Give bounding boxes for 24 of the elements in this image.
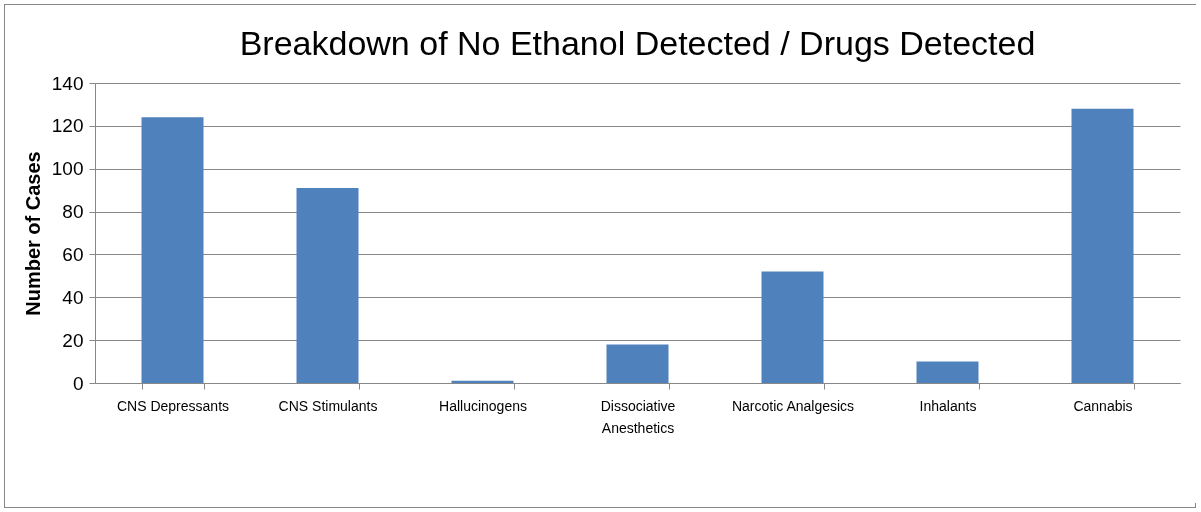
bar [1071, 108, 1134, 383]
x-tick-label: CNS Stimulants [278, 397, 378, 414]
x-tick-label: Cannabis [1073, 397, 1133, 414]
bar [296, 188, 359, 383]
y-tick-label: 20 [62, 329, 84, 351]
bar [451, 380, 514, 383]
y-tick-label: 120 [51, 115, 84, 137]
y-tick-label: 100 [51, 158, 84, 180]
y-tick-label: 0 [72, 372, 84, 394]
y-tick-label: 80 [62, 201, 84, 223]
chart-title: Breakdown of No Ethanol Detected / Drugs Detected [239, 24, 1036, 62]
x-tick-label: Inhalants [919, 397, 977, 414]
x-tick-label: Dissociative Anesthetics [600, 397, 676, 436]
x-tick-label: Narcotic Analgesics [731, 397, 855, 414]
y-tick-label: 60 [62, 243, 84, 265]
y-tick-label: 140 [51, 72, 84, 94]
bar [761, 271, 824, 383]
x-tick-label: CNS Depressants [116, 397, 230, 414]
bar [141, 117, 204, 383]
y-axis-title: Number of Cases [21, 151, 44, 316]
bar [606, 344, 669, 383]
bar [916, 361, 979, 383]
x-tick-label: Hallucinogens [439, 397, 527, 414]
y-tick-label: 40 [62, 286, 84, 308]
